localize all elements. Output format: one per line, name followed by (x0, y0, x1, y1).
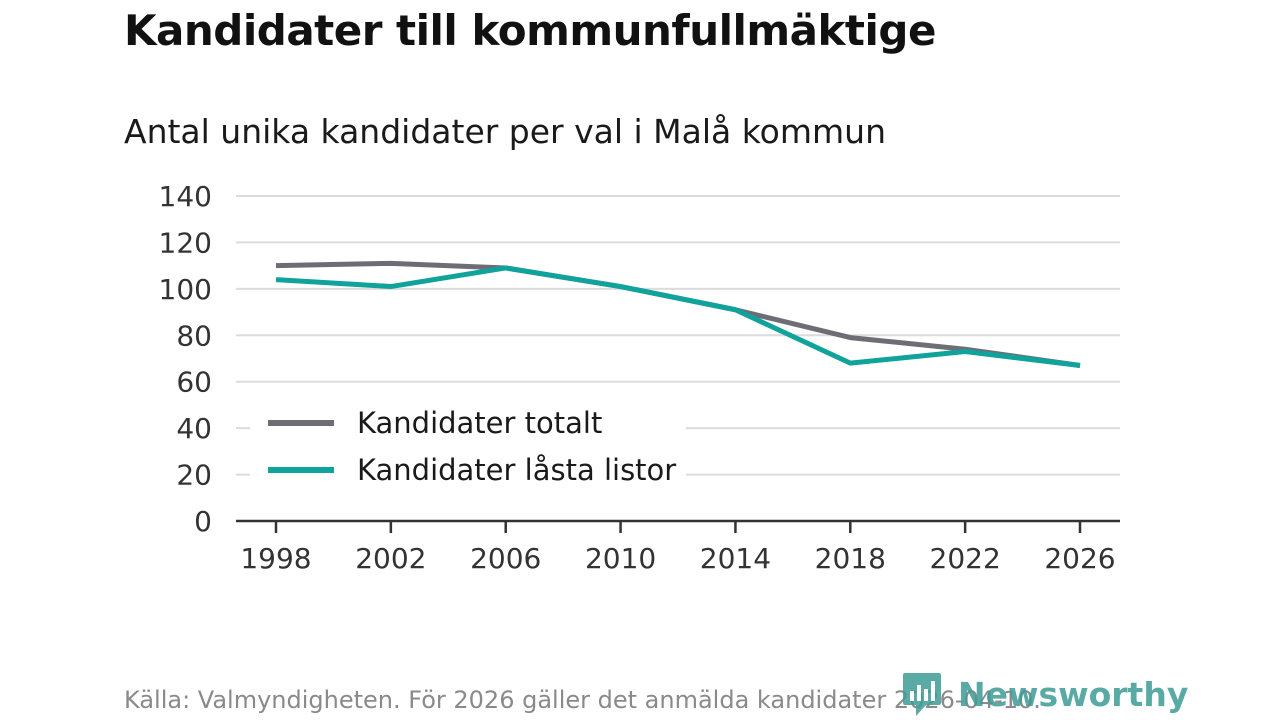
x-tick-label: 1998 (240, 542, 311, 575)
x-tick-label: 2022 (930, 542, 1001, 575)
y-tick-label: 20 (176, 459, 212, 492)
y-tick-label: 60 (176, 366, 212, 399)
y-tick-label: 120 (159, 226, 212, 259)
legend-label: Kandidater totalt (357, 406, 602, 440)
chart-title: Kandidater till kommunfullmäktige (124, 6, 936, 55)
brand-logo: Newsworthy (902, 670, 1188, 718)
y-tick-label: 80 (176, 319, 212, 352)
y-tick-label: 40 (176, 412, 212, 445)
y-tick-label: 100 (159, 273, 212, 306)
legend-label: Kandidater låsta listor (357, 453, 676, 487)
y-tick-label: 0 (194, 505, 212, 538)
chart-subtitle: Antal unika kandidater per val i Malå ko… (124, 112, 886, 151)
x-tick-label: 2002 (355, 542, 426, 575)
newsworthy-logo-icon (902, 671, 942, 717)
legend: Kandidater totalt Kandidater låsta listor (250, 400, 686, 496)
series-lines (275, 260, 1081, 368)
brand-name: Newsworthy (958, 674, 1189, 714)
x-tick-label: 2006 (470, 542, 541, 575)
series-line-lasta-listor (275, 265, 1081, 368)
axes: 0 20 40 60 80 100 120 140 1998 2002 2006 2010 2014 20… (159, 180, 1120, 575)
x-tick-label: 2018 (815, 542, 886, 575)
source-footnote: Källa: Valmyndigheten. För 2026 gäller d… (124, 686, 1041, 714)
x-tick-label: 2010 (585, 542, 656, 575)
y-tick-label: 140 (159, 180, 212, 213)
x-tick-label: 2014 (700, 542, 771, 575)
legend-background (250, 400, 686, 496)
x-tick-label: 2026 (1044, 542, 1115, 575)
